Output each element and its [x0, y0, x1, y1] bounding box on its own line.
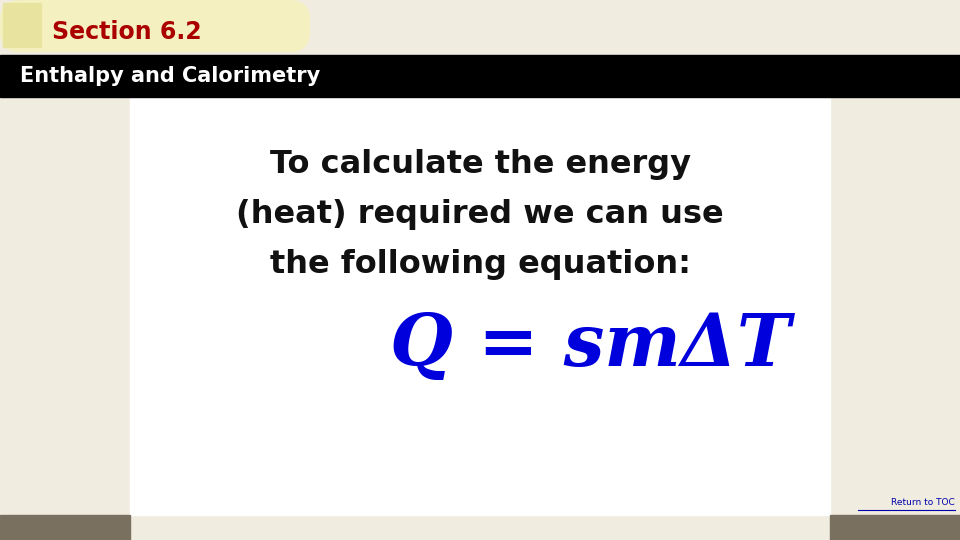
Bar — [0, 515, 130, 540]
Text: Section 6.2: Section 6.2 — [52, 20, 202, 44]
Bar — [130, 97, 830, 515]
Text: To calculate the energy: To calculate the energy — [270, 150, 690, 180]
Text: Enthalpy and Calorimetry: Enthalpy and Calorimetry — [20, 66, 321, 86]
Text: Q = smΔT: Q = smΔT — [390, 309, 791, 381]
FancyBboxPatch shape — [0, 0, 310, 52]
Bar — [830, 515, 960, 540]
Text: (heat) required we can use: (heat) required we can use — [236, 199, 724, 231]
Text: the following equation:: the following equation: — [270, 249, 690, 280]
Text: Return to TOC: Return to TOC — [891, 498, 955, 507]
Bar — [0, 55, 960, 97]
Bar — [3, 3, 41, 47]
